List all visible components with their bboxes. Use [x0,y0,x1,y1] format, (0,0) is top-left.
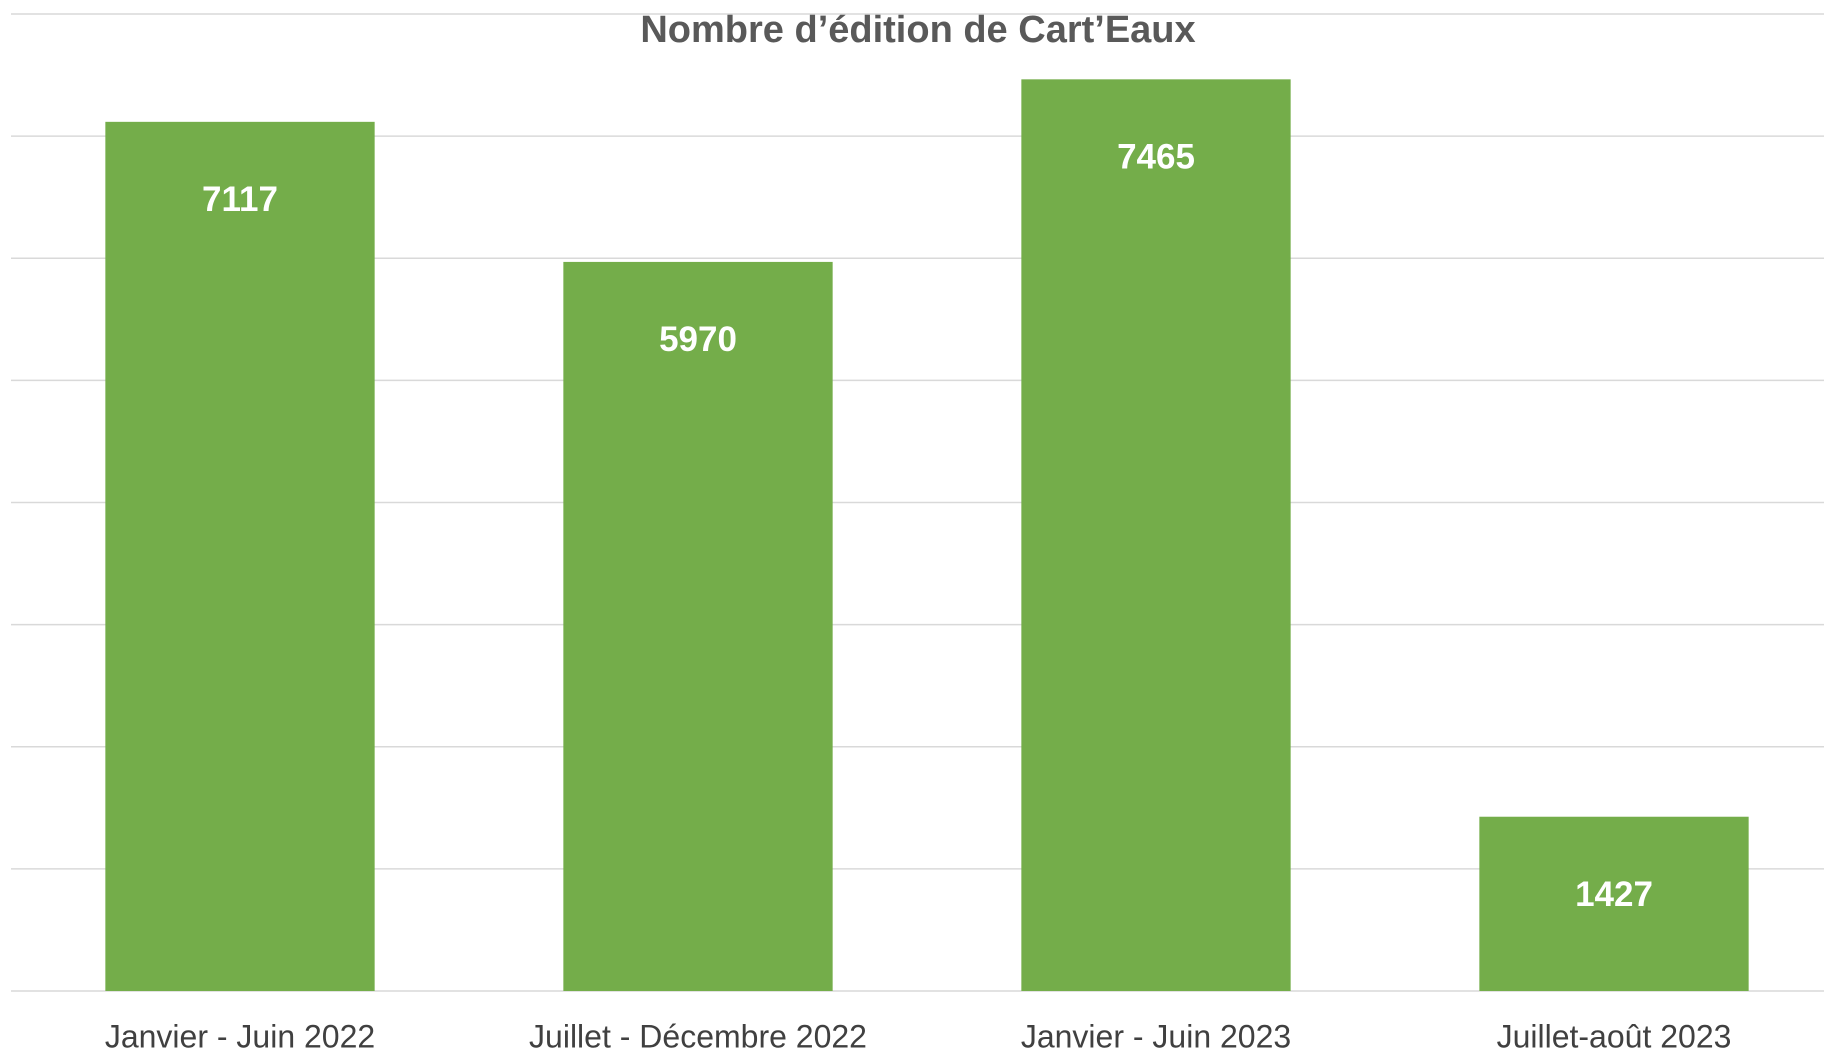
data-label: 5970 [659,320,737,359]
x-tick-label: Janvier - Juin 2023 [1021,1018,1291,1054]
x-tick-label: Juillet-août 2023 [1497,1018,1732,1054]
chart-title: Nombre d’édition de Cart’Eaux [640,9,1195,51]
bar [1479,816,1749,991]
data-label: 7117 [202,180,278,219]
x-tick-label: Janvier - Juin 2022 [105,1018,375,1054]
data-label: 1427 [1575,875,1653,914]
bar [105,121,375,992]
x-tick-label: Juillet - Décembre 2022 [529,1018,867,1054]
bar [1021,79,1291,992]
data-label: 7465 [1117,138,1195,177]
bar [563,261,833,991]
